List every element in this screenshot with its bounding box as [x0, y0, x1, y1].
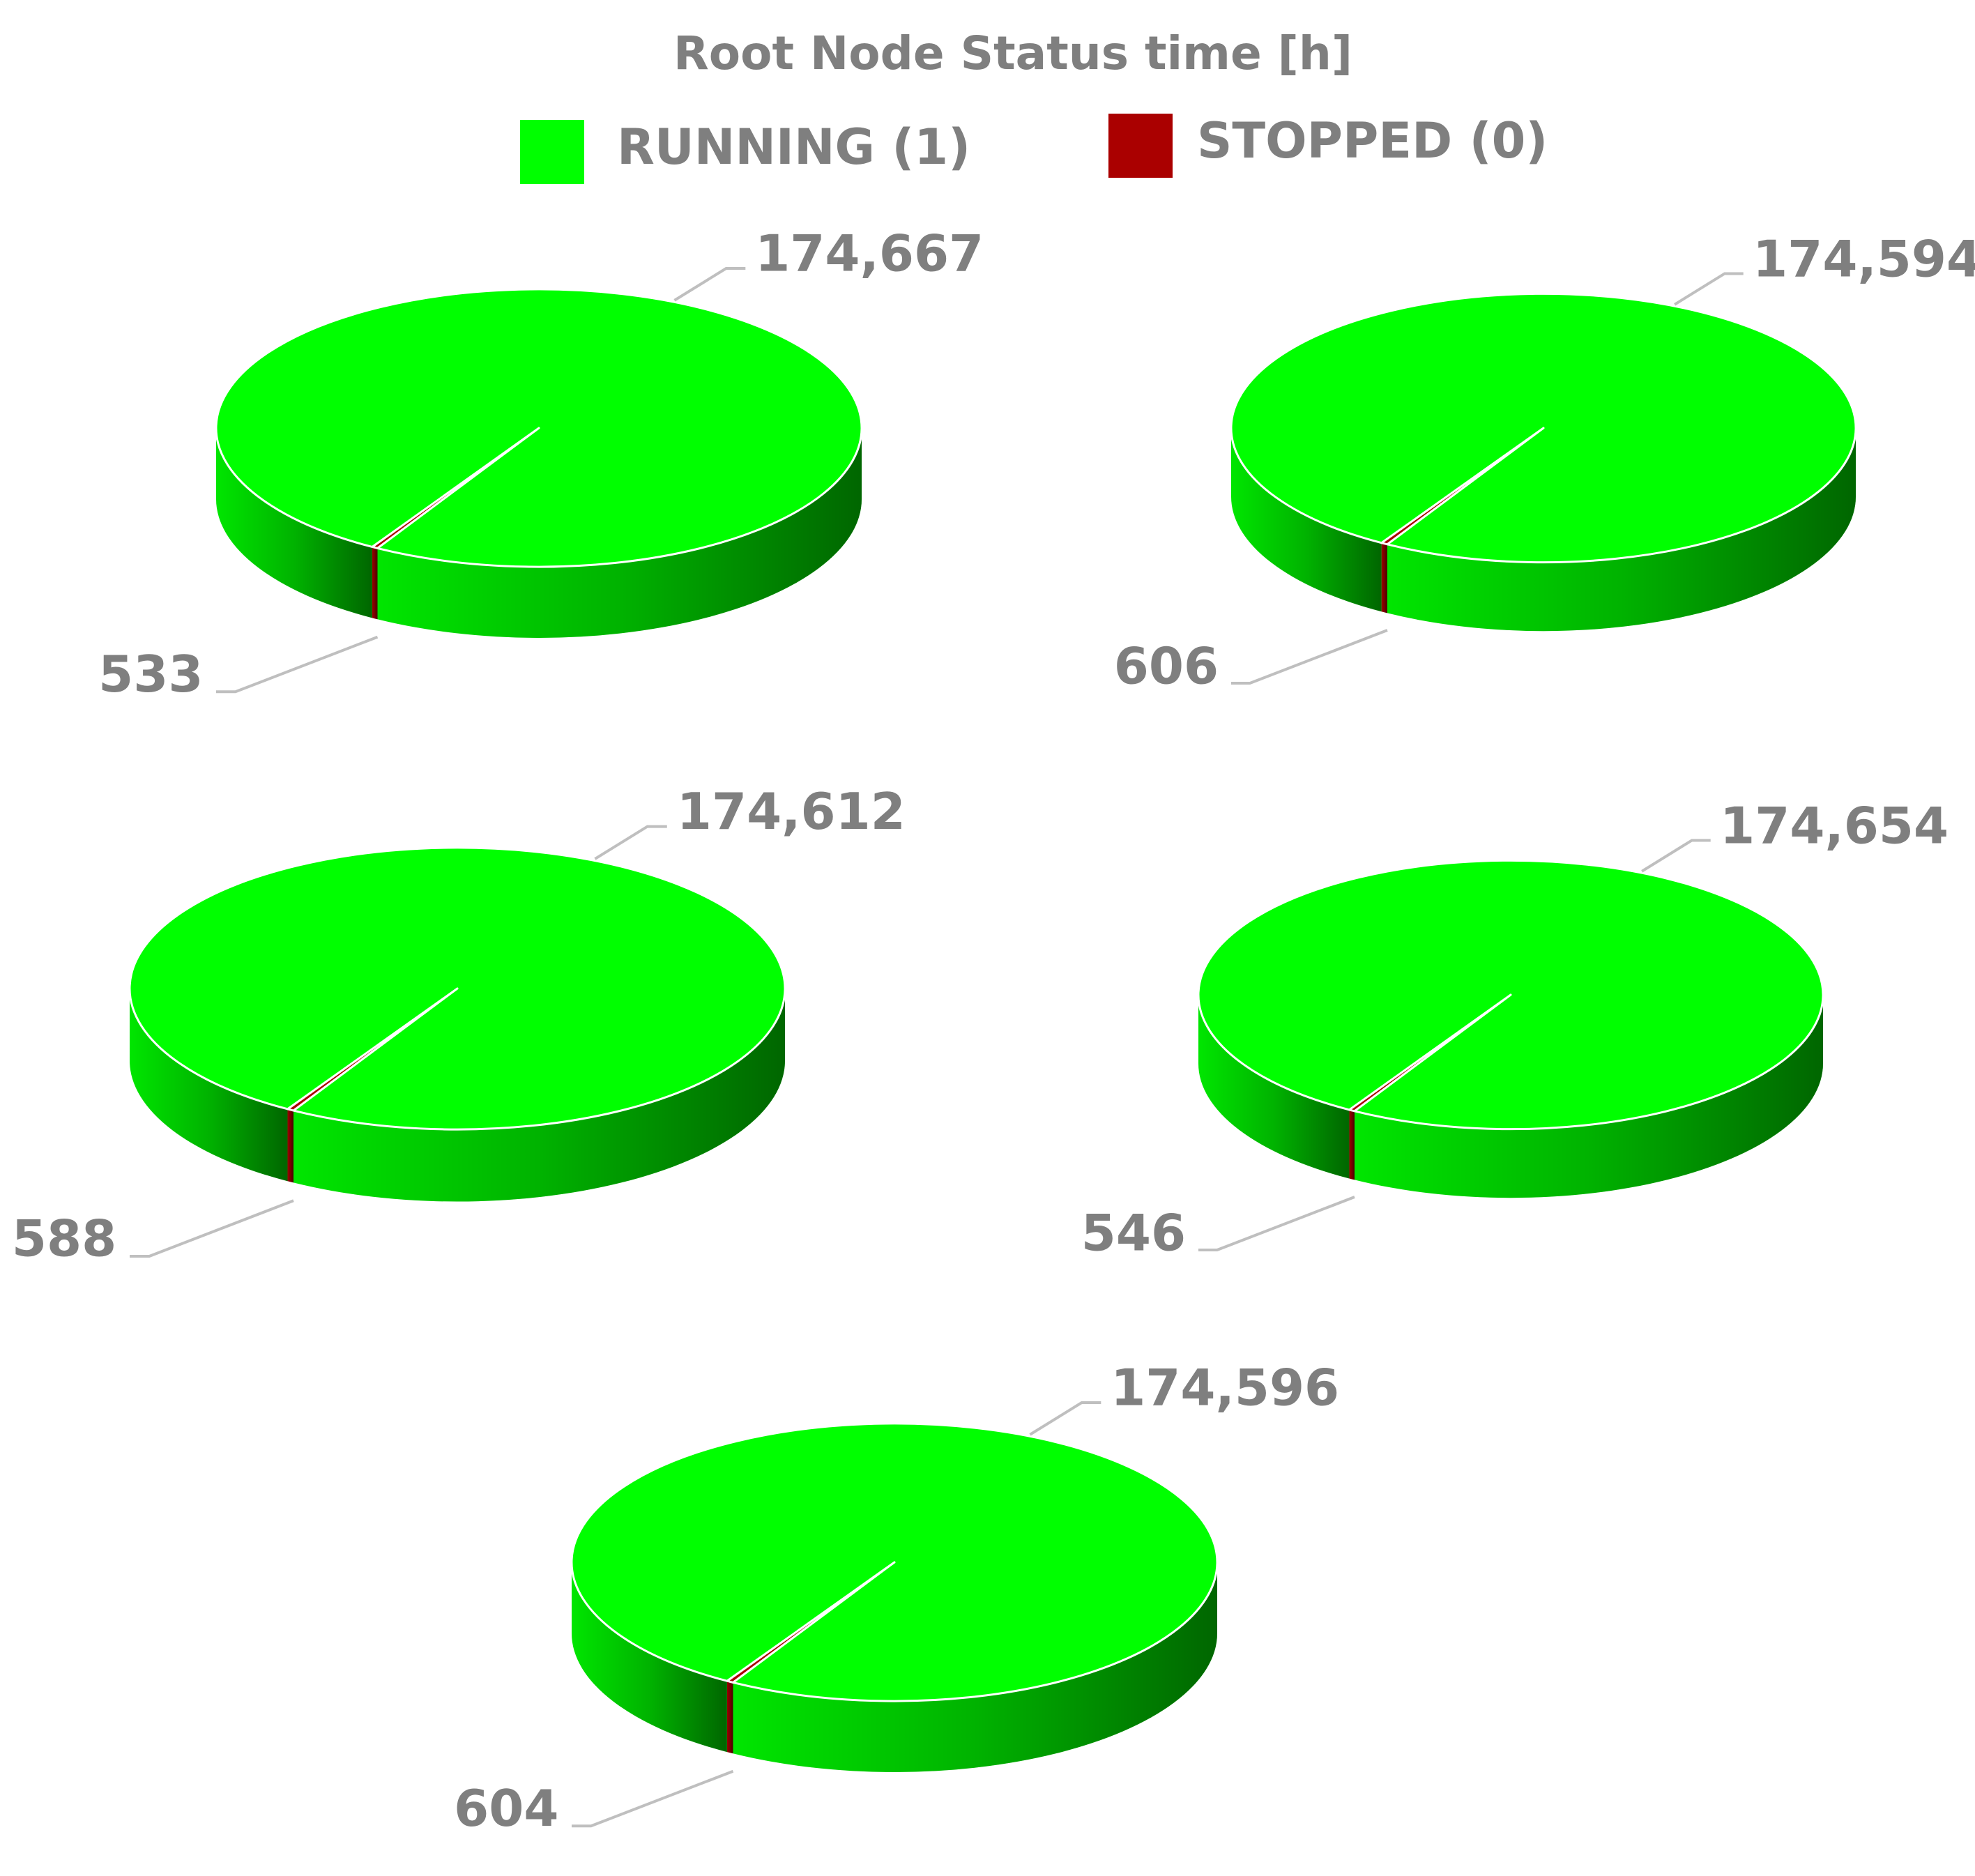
slice-side-shade [130, 989, 288, 1182]
leader-line [216, 635, 379, 694]
slice-side-shade [372, 547, 378, 620]
slice-side-shade [1198, 995, 1350, 1179]
slice-side-shade [216, 428, 372, 618]
legend-label: RUNNING (1) [617, 119, 970, 176]
data-label: 174,654 [1720, 797, 1949, 855]
data-label: 174,612 [677, 782, 906, 841]
leader-line [130, 1199, 294, 1258]
data-label: 588 [12, 1209, 116, 1267]
slice-side-shade [733, 1562, 1217, 1772]
slice-side-shade [726, 1681, 733, 1754]
legend-label: STOPPED (0) [1197, 112, 1548, 169]
data-label: 606 [1114, 636, 1219, 695]
leader-line [1674, 272, 1744, 306]
chart-title: Root Node Status time [h] [673, 26, 1352, 80]
data-label: 533 [98, 645, 203, 703]
data-label: 174,667 [755, 224, 984, 283]
leader-line [1198, 1196, 1355, 1252]
slice [1197, 859, 1824, 1131]
leader-line [594, 825, 667, 860]
slice-side-shade [572, 1562, 727, 1753]
leader-line [572, 1769, 734, 1828]
leader-line [673, 267, 746, 302]
slice-side-shade [287, 1108, 293, 1183]
data-label: 546 [1081, 1203, 1186, 1262]
slice-side-shade [1355, 995, 1823, 1198]
legend-swatch [520, 120, 584, 184]
legend-swatch [1108, 114, 1173, 178]
slice [570, 1422, 1219, 1702]
data-label: 174,596 [1111, 1359, 1339, 1417]
slice-side-shade [1387, 428, 1856, 632]
slice [1230, 292, 1857, 564]
slice-side-shade [293, 989, 785, 1202]
slice [215, 288, 863, 568]
slice-side-shade [1231, 428, 1382, 612]
slice-side-shade [1349, 1109, 1355, 1180]
slice [128, 846, 786, 1131]
leader-line [1641, 839, 1711, 873]
leader-line [1029, 1401, 1101, 1436]
slice-side-shade [1381, 542, 1387, 613]
slice-side-shade [377, 428, 862, 638]
data-label: 174,594 [1753, 230, 1975, 289]
data-label: 604 [454, 1779, 558, 1838]
leader-line [1231, 629, 1388, 685]
